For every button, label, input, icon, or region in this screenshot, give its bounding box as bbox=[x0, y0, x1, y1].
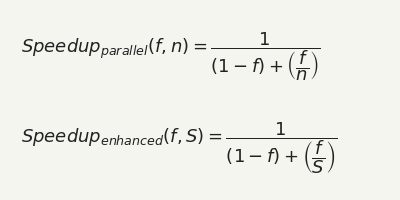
Text: $\mathit{Speedup}_{\mathit{enhanced}}(f,S) = \dfrac{1}{(1-f)+\left(\dfrac{f}{S}\: $\mathit{Speedup}_{\mathit{enhanced}}(f,… bbox=[21, 121, 338, 176]
Text: $\mathit{Speedup}_{\mathit{parallel}}(f,n) = \dfrac{1}{(1-f)+\left(\dfrac{f}{n}\: $\mathit{Speedup}_{\mathit{parallel}}(f,… bbox=[21, 31, 321, 83]
